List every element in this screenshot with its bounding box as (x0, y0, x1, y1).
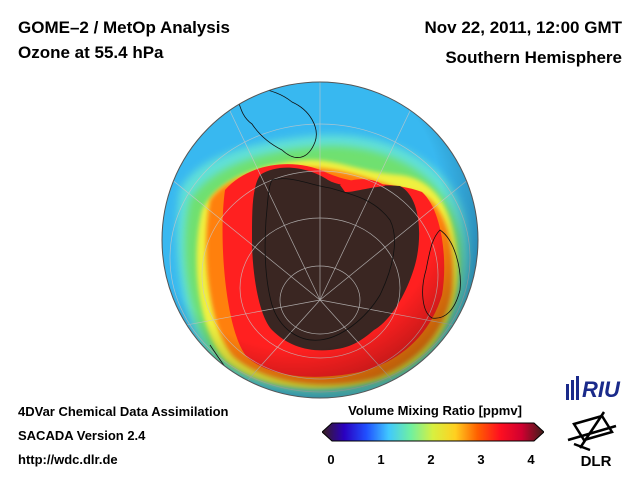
new-zealand-coast (459, 329, 471, 353)
colorbar-scale (322, 422, 544, 442)
date-label: Nov 22, 2011, 12:00 GMT (424, 18, 623, 37)
footer-line-1: 4DVar Chemical Data Assimilation (18, 404, 229, 419)
globe-shading (162, 82, 478, 398)
colorbar-tick-1: 1 (377, 452, 385, 467)
region-label: Southern Hemisphere (445, 48, 622, 67)
colorbar (322, 422, 544, 442)
riu-logo-text: RIU (582, 377, 621, 402)
colorbar-tick-0: 0 (327, 452, 335, 467)
colorbar-tick-4: 4 (527, 452, 535, 467)
colorbar-title: Volume Mixing Ratio [ppmv] (348, 403, 522, 418)
colorbar-tick-2: 2 (427, 452, 435, 467)
dlr-logo: DLR (567, 411, 617, 470)
footer-url[interactable]: http://wdc.dlr.de (18, 452, 118, 467)
globe-outline (161, 81, 479, 399)
riu-logo: RIU (566, 376, 621, 402)
colorbar-tick-3: 3 (477, 452, 485, 467)
footer-line-2: SACADA Version 2.4 (18, 428, 146, 443)
title-line-2: Ozone at 55.4 hPa (18, 43, 164, 62)
title-line-1: GOME–2 / MetOp Analysis (18, 18, 230, 37)
ozone-globe-map (161, 81, 479, 399)
dlr-logo-text: DLR (581, 453, 612, 470)
